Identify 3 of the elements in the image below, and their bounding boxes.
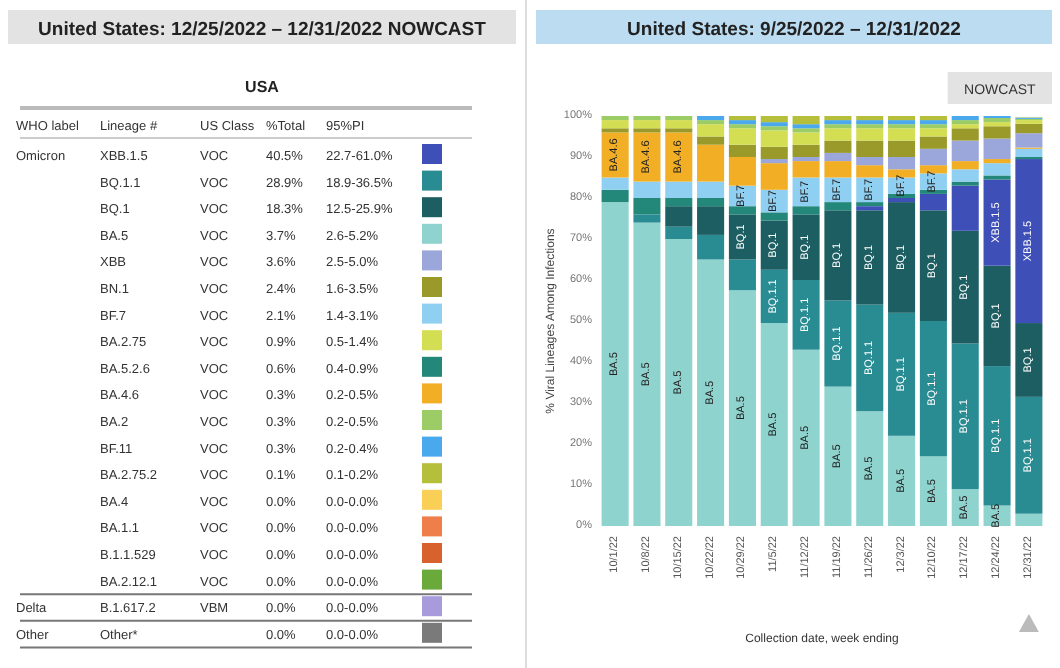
text: United States: 12/25/2022 – 12/31/2022 NOWCAST xyxy=(38,19,487,41)
text: USA xyxy=(245,78,280,96)
chart-title: United States: 9/25/2022 – 12/31/2022 xyxy=(627,19,961,41)
